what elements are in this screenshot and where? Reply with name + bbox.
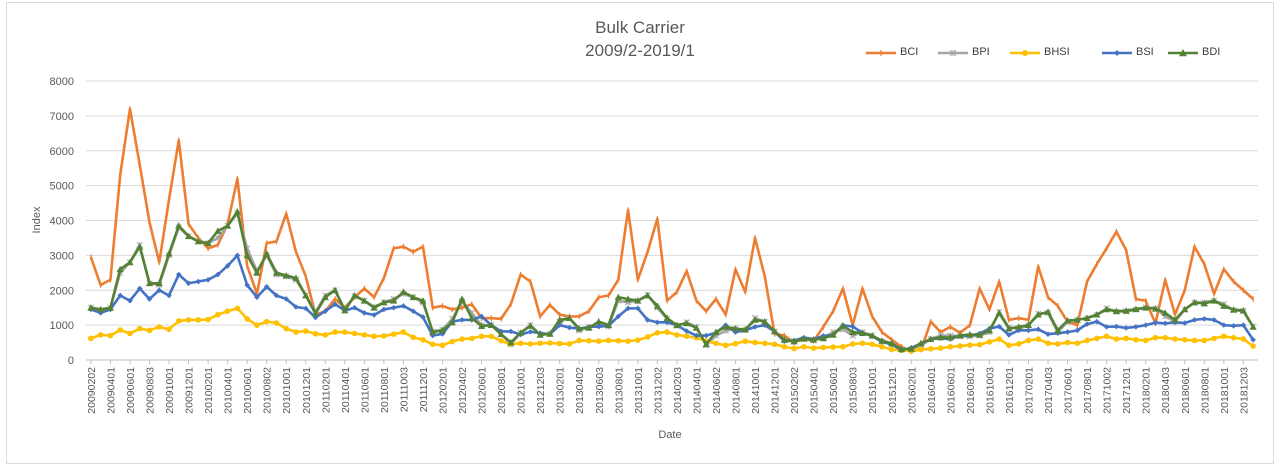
chart-title: Bulk Carrier — [595, 18, 685, 37]
legend-label: BPI — [972, 46, 990, 58]
data-point — [1022, 50, 1028, 56]
chart-area — [6, 2, 1274, 464]
legend-swatch — [938, 49, 968, 57]
data-point — [1114, 50, 1120, 56]
legend-label: BCI — [900, 46, 919, 58]
data-point — [949, 49, 957, 57]
legend-swatch — [1102, 50, 1132, 56]
legend-label: BDI — [1202, 46, 1221, 58]
legend-label: BSI — [1136, 46, 1154, 58]
legend-swatch — [1010, 50, 1040, 56]
data-point — [1179, 49, 1187, 57]
legend-label: BHSI — [1044, 46, 1070, 58]
legend-swatch — [866, 50, 896, 56]
legend-swatch — [1168, 49, 1198, 57]
chart-subtitle: 2009/2-2019/1 — [585, 41, 695, 60]
